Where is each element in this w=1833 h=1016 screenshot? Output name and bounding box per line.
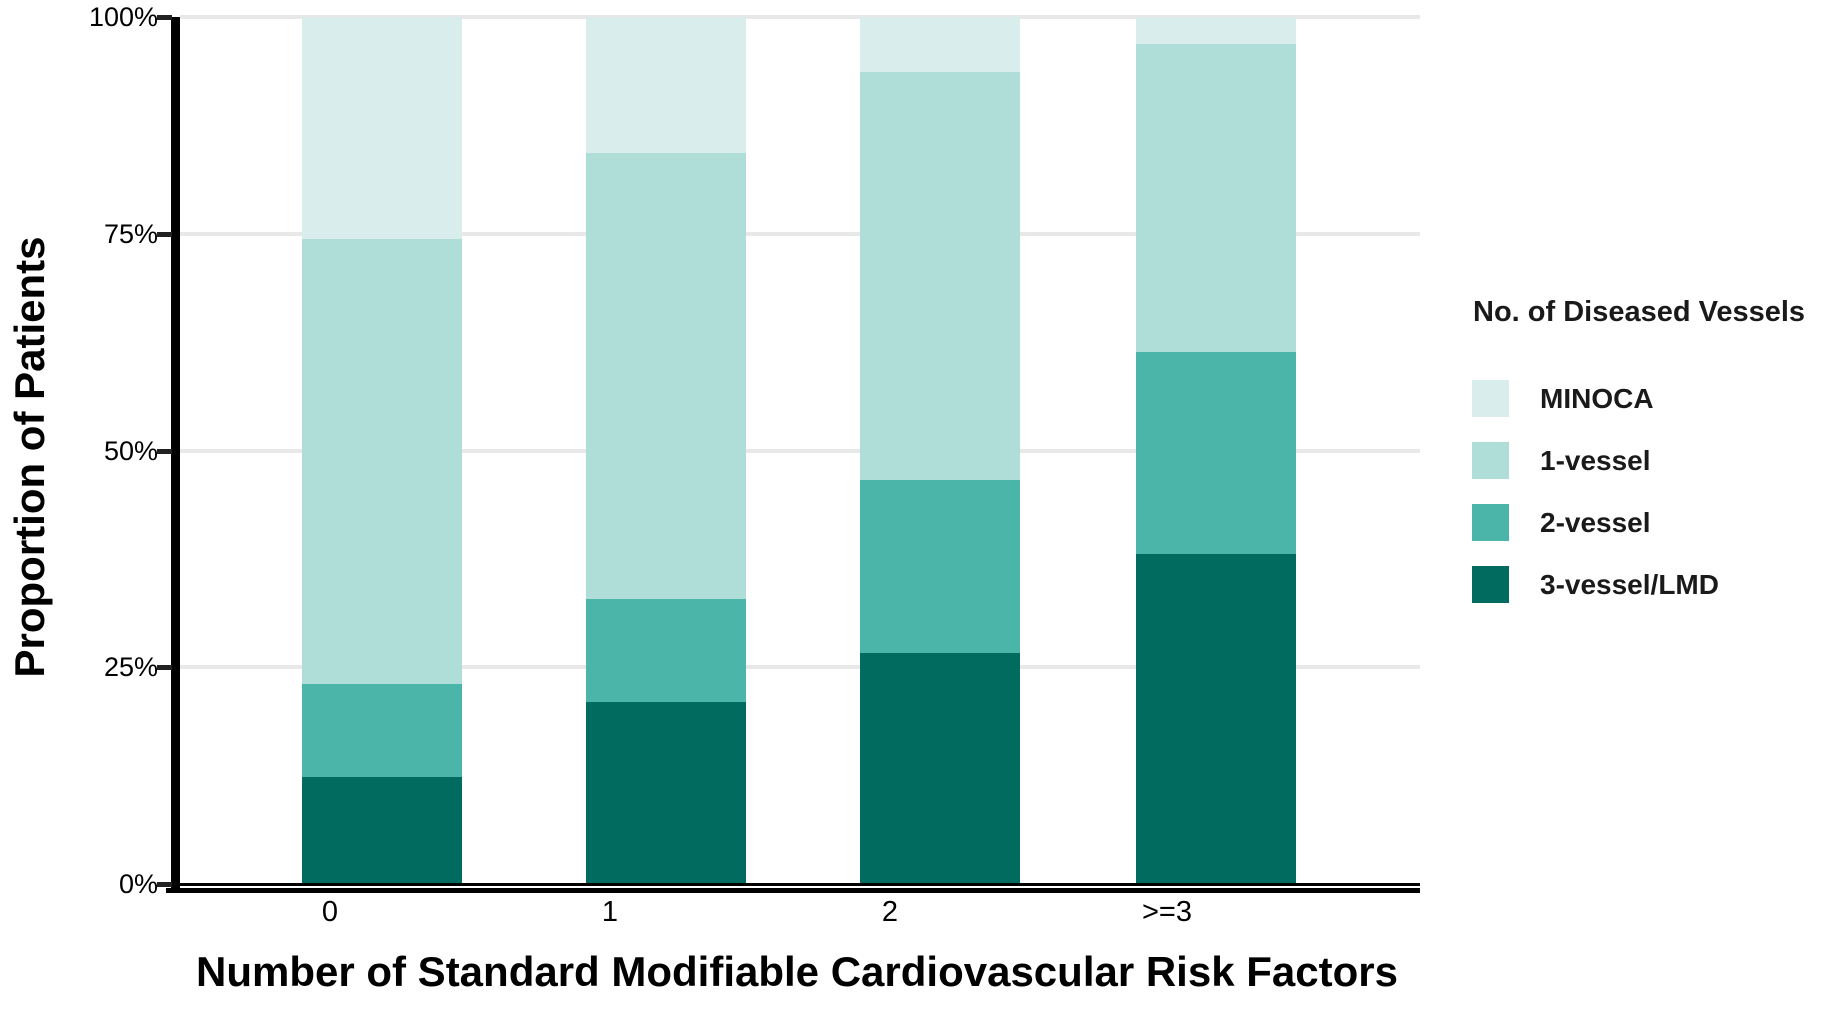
bar-2-segment-MINOCA: [860, 17, 1020, 73]
legend-swatch-MINOCA: [1472, 380, 1509, 417]
x-tick-label-2: 2: [881, 896, 899, 928]
legend-swatch-2-vessel: [1472, 504, 1509, 541]
bar-1-segment-MINOCA: [586, 17, 746, 154]
bar-2-segment-2-vessel: [860, 479, 1020, 654]
y-tick-100: [157, 15, 172, 20]
y-tick-label-50: 50%: [103, 435, 158, 466]
x-tick-label-0: 0: [321, 896, 339, 928]
bar-1-segment-1-vessel: [586, 153, 746, 599]
bar->=3-segment-1-vessel: [1136, 43, 1296, 352]
legend-label-MINOCA: MINOCA: [1540, 383, 1654, 414]
bar-0-segment-3-vessel/LMD: [302, 777, 462, 884]
legend-swatch-1-vessel: [1472, 442, 1509, 479]
x-axis-line-thin: [166, 883, 1420, 886]
gridline-75: [180, 231, 1420, 236]
bar-1-segment-3-vessel/LMD: [586, 701, 746, 884]
y-tick-label-75: 75%: [103, 218, 158, 249]
y-tick-label-25: 25%: [103, 652, 158, 683]
y-axis-line: [171, 17, 180, 893]
bar->=3-segment-3-vessel/LMD: [1136, 553, 1296, 884]
x-axis-line-thick: [166, 888, 1420, 893]
legend-label-2-vessel: 2-vessel: [1540, 507, 1651, 538]
x-tick-label->=3: >=3: [1142, 896, 1192, 928]
y-tick-75: [157, 231, 172, 237]
gridline-100: [180, 15, 1420, 19]
y-tick-0: [157, 882, 172, 887]
bar-0-segment-MINOCA: [302, 17, 462, 239]
bar->=3-segment-2-vessel: [1136, 351, 1296, 554]
legend-label-3-vessel/LMD: 3-vessel/LMD: [1540, 569, 1719, 600]
bar->=3-segment-MINOCA: [1136, 17, 1296, 44]
y-tick-25: [157, 665, 172, 671]
y-tick-label-100: 100%: [88, 2, 158, 32]
bar-0-segment-2-vessel: [302, 683, 462, 778]
gridline-50: [180, 448, 1420, 453]
legend-label-1-vessel: 1-vessel: [1540, 445, 1651, 476]
legend-swatch-3-vessel/LMD: [1472, 566, 1509, 603]
legend-title: No. of Diseased Vessels: [1473, 296, 1806, 328]
bar-2-segment-1-vessel: [860, 72, 1020, 480]
y-tick-label-0: 0%: [118, 869, 158, 899]
bar-1-segment-2-vessel: [586, 598, 746, 702]
bar-0-segment-1-vessel: [302, 238, 462, 684]
x-tick-label-1: 1: [601, 896, 619, 928]
bar-2-segment-3-vessel/LMD: [860, 653, 1020, 884]
x-axis-title: Number of Standard Modifiable Cardiovasc…: [196, 948, 1398, 995]
y-tick-50: [157, 448, 172, 454]
gridline-25: [180, 665, 1420, 670]
